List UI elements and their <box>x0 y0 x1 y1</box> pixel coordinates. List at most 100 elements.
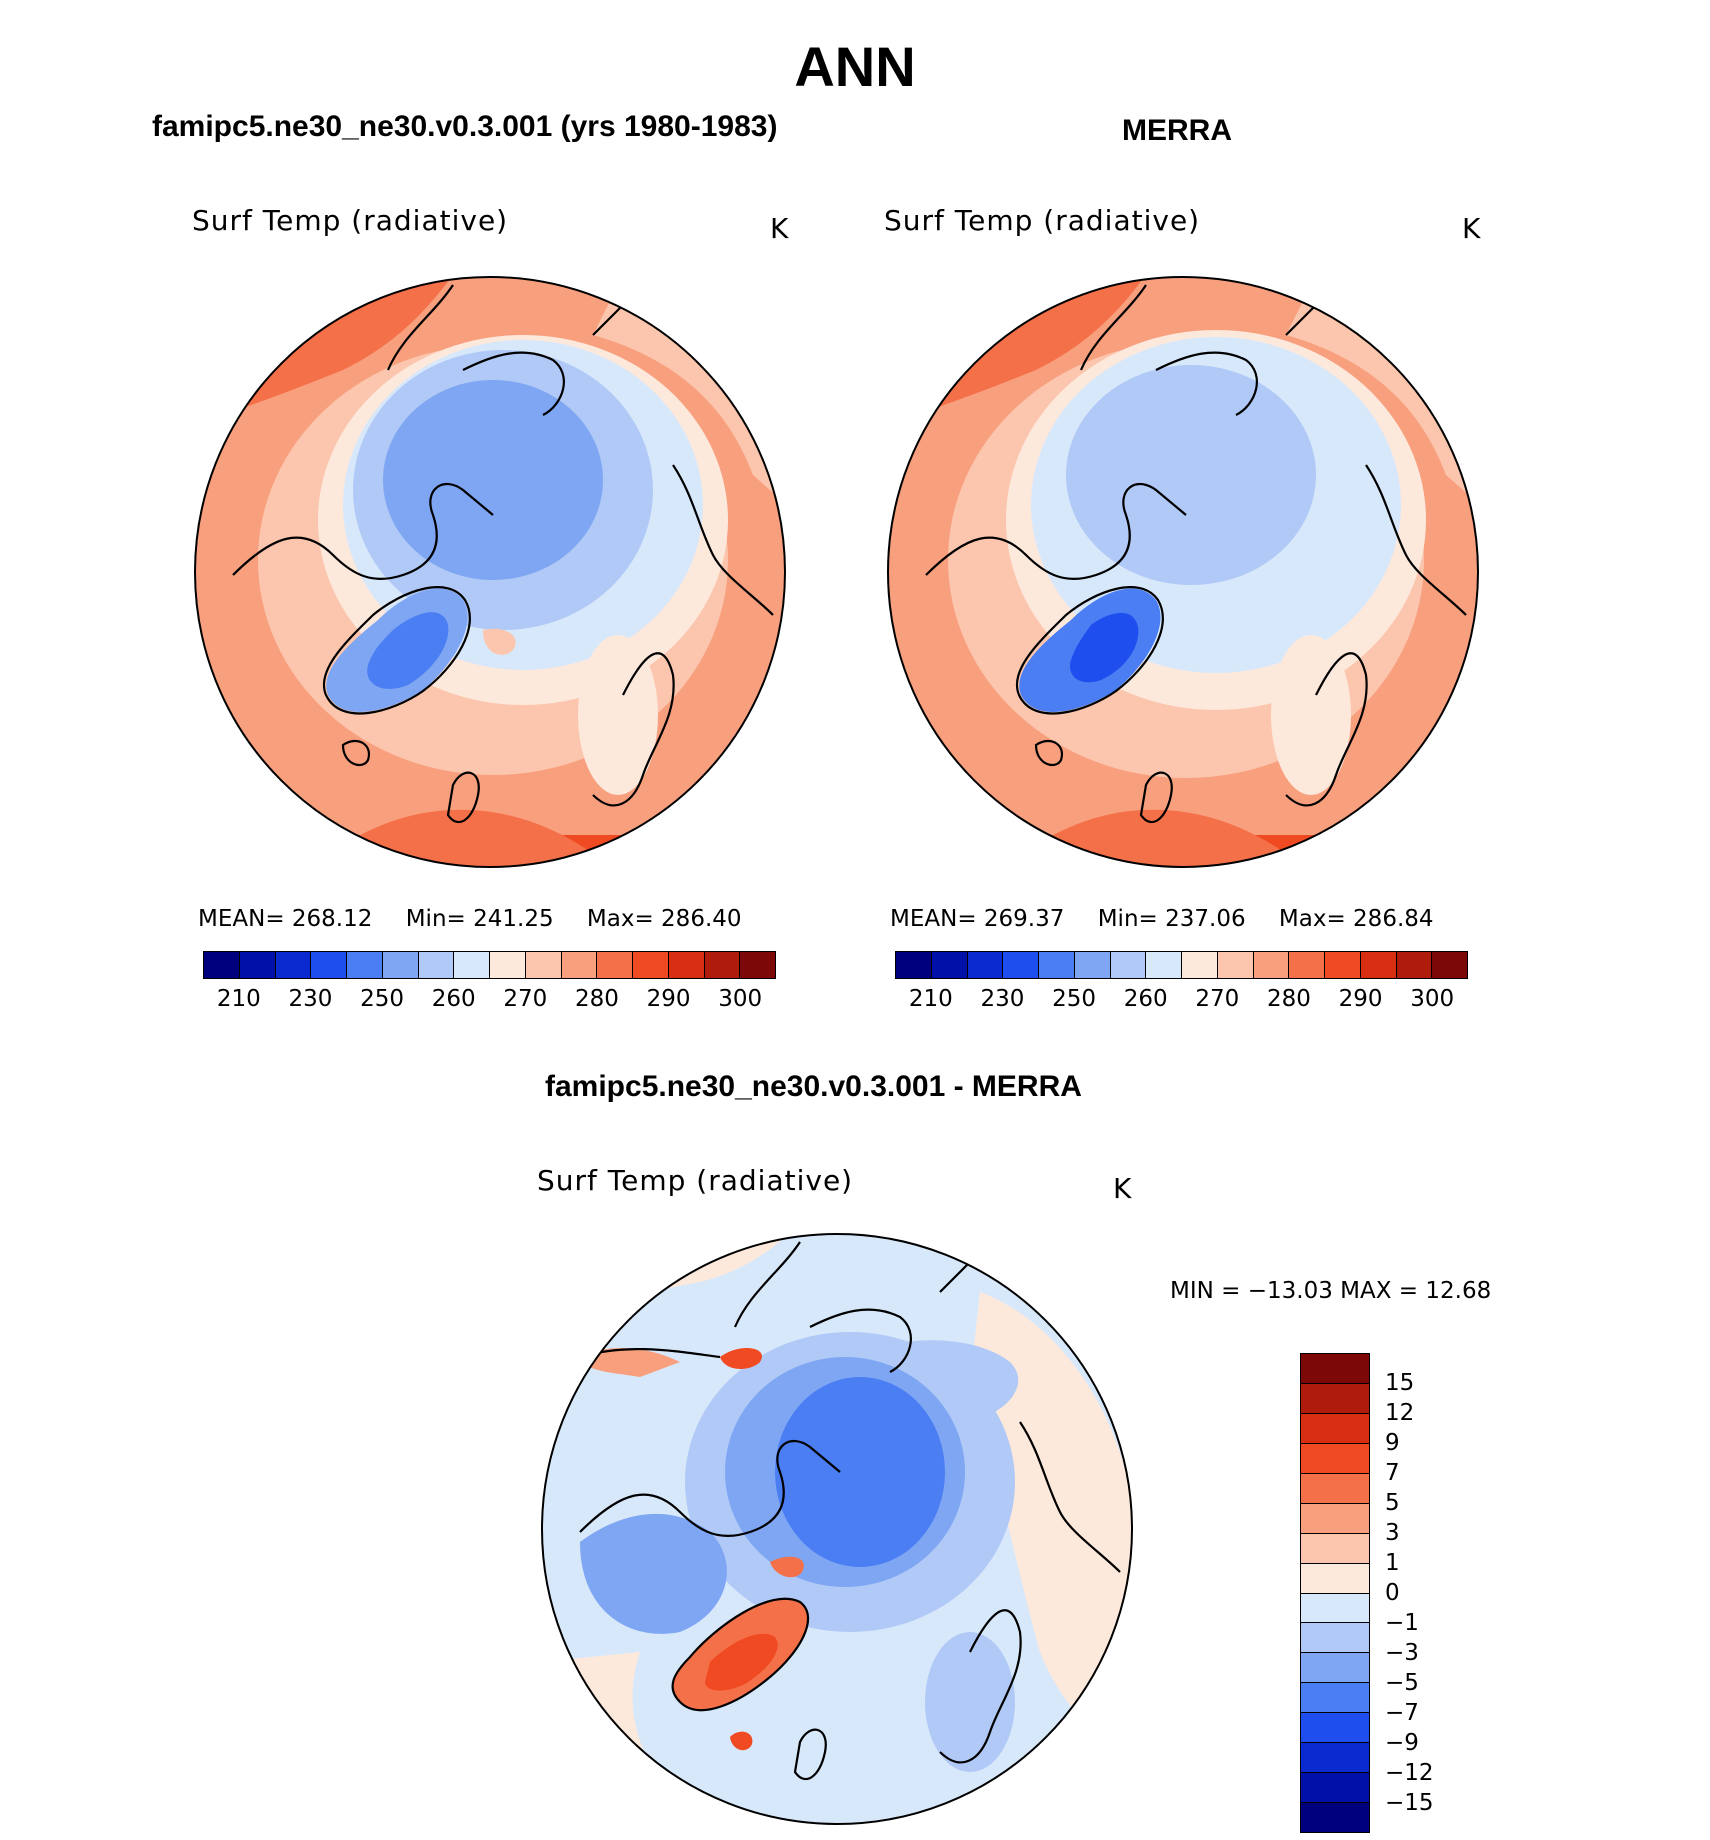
colorbar-tick-label: −5 <box>1385 1670 1419 1696</box>
colorbar-tick-label: 260 <box>1123 986 1168 1012</box>
colorbar-box <box>1003 952 1039 978</box>
colorbar-box <box>311 952 347 978</box>
colorbar-box <box>633 952 669 978</box>
diff-variable-label: Surf Temp (radiative) <box>537 1164 854 1197</box>
colorbar-tick-label: 270 <box>1195 986 1240 1012</box>
colorbar-box <box>1301 1354 1369 1384</box>
colorbar-tick-label: 0 <box>1385 1580 1400 1606</box>
colorbar-tick-label: 210 <box>908 986 953 1012</box>
colorbar-tick-label: −15 <box>1385 1790 1434 1816</box>
right-mean: MEAN= 269.37 <box>890 906 1065 932</box>
right-colorbar <box>895 951 1468 979</box>
colorbar-tick-label: 250 <box>360 986 405 1012</box>
colorbar-box <box>1146 952 1182 978</box>
left-stats: MEAN= 268.12 Min= 241.25 Max= 286.40 <box>198 906 742 932</box>
colorbar-box <box>1301 1443 1369 1474</box>
colorbar-box <box>1301 1743 1369 1774</box>
colorbar-tick-label: 300 <box>1410 986 1455 1012</box>
colorbar-tick-label: −12 <box>1385 1760 1434 1786</box>
left-panel-title: famipc5.ne30_ne30.v0.3.001 (yrs 1980-198… <box>152 110 778 143</box>
colorbar-box <box>239 952 276 978</box>
colorbar-box <box>1301 1533 1369 1564</box>
colorbar-box <box>525 952 562 978</box>
colorbar-tick-label: 260 <box>431 986 476 1012</box>
colorbar-box <box>347 952 383 978</box>
left-max: Max= 286.40 <box>586 906 742 932</box>
left-mean: MEAN= 268.12 <box>198 906 373 932</box>
colorbar-box <box>1301 1413 1369 1444</box>
right-panel-title: MERRA <box>1122 114 1232 147</box>
colorbar-tick-label: 3 <box>1385 1520 1400 1546</box>
colorbar-box <box>1325 952 1361 978</box>
colorbar-tick-label: 250 <box>1052 986 1097 1012</box>
colorbar-tick-label: 270 <box>503 986 548 1012</box>
colorbar-box <box>1396 952 1433 978</box>
colorbar-tick-label: 290 <box>646 986 691 1012</box>
colorbar-tick-label: −9 <box>1385 1730 1419 1756</box>
colorbar-box <box>1301 1623 1369 1654</box>
colorbar-box <box>704 952 741 978</box>
colorbar-box <box>1182 952 1218 978</box>
colorbar-box <box>931 952 968 978</box>
colorbar-box <box>454 952 490 978</box>
colorbar-box <box>1301 1473 1369 1504</box>
right-variable-label: Surf Temp (radiative) <box>884 204 1201 237</box>
colorbar-tick-label: 15 <box>1385 1370 1415 1396</box>
colorbar-box <box>1301 1383 1369 1414</box>
colorbar-tick-label: 290 <box>1338 986 1383 1012</box>
colorbar-box <box>1432 952 1467 978</box>
diff-units-label: K <box>1113 1172 1132 1205</box>
colorbar-box <box>1217 952 1254 978</box>
left-model-map <box>194 276 786 868</box>
colorbar-box <box>1301 1773 1369 1804</box>
colorbar-tick-label: −3 <box>1385 1640 1419 1666</box>
colorbar-box <box>418 952 455 978</box>
colorbar-box <box>382 952 419 978</box>
right-units-label: K <box>1462 212 1481 245</box>
colorbar-tick-label: −7 <box>1385 1700 1419 1726</box>
colorbar-box <box>275 952 312 978</box>
colorbar-tick-label: 230 <box>980 986 1025 1012</box>
colorbar-box <box>1301 1593 1369 1624</box>
colorbar-box <box>668 952 705 978</box>
colorbar-box <box>1301 1683 1369 1714</box>
left-units-label: K <box>770 212 789 245</box>
right-merra-map <box>887 276 1479 868</box>
colorbar-box <box>1301 1803 1369 1832</box>
colorbar-tick-label: 12 <box>1385 1400 1415 1426</box>
colorbar-tick-label: 280 <box>574 986 619 1012</box>
colorbar-box <box>597 952 633 978</box>
left-variable-label: Surf Temp (radiative) <box>192 204 509 237</box>
left-min: Min= 241.25 <box>405 906 554 932</box>
colorbar-tick-label: 210 <box>216 986 261 1012</box>
colorbar-box <box>1289 952 1325 978</box>
colorbar-tick-label: 7 <box>1385 1460 1400 1486</box>
colorbar-tick-label: 230 <box>288 986 333 1012</box>
colorbar-tick-label: 5 <box>1385 1490 1400 1516</box>
colorbar-box <box>740 952 775 978</box>
colorbar-tick-label: 280 <box>1266 986 1311 1012</box>
colorbar-box <box>1301 1653 1369 1684</box>
colorbar-box <box>1301 1563 1369 1594</box>
colorbar-tick-label: 300 <box>718 986 763 1012</box>
right-colorbar-ticks: 210 230 250 260 270 280 290 300 <box>895 986 1468 1016</box>
colorbar-box <box>967 952 1004 978</box>
diff-colorbar-ticks: 15 12 9 7 5 3 1 0 −1 −3 −5 −7 −9 −12 −15 <box>1385 1353 1465 1833</box>
right-stats: MEAN= 269.37 Min= 237.06 Max= 286.84 <box>890 906 1434 932</box>
colorbar-box <box>1301 1503 1369 1534</box>
colorbar-box <box>561 952 598 978</box>
right-min: Min= 237.06 <box>1097 906 1246 932</box>
colorbar-box <box>1253 952 1290 978</box>
colorbar-box <box>204 952 240 978</box>
diff-colorbar <box>1300 1353 1370 1833</box>
colorbar-box <box>1360 952 1397 978</box>
colorbar-box <box>490 952 526 978</box>
main-title: ANN <box>794 35 916 98</box>
right-max: Max= 286.84 <box>1278 906 1434 932</box>
left-colorbar-ticks: 210 230 250 260 270 280 290 300 <box>203 986 776 1016</box>
diff-panel-title: famipc5.ne30_ne30.v0.3.001 - MERRA <box>545 1070 1082 1103</box>
colorbar-tick-label: −1 <box>1385 1610 1419 1636</box>
colorbar-box <box>1039 952 1075 978</box>
diff-min-max: MIN = −13.03 MAX = 12.68 <box>1170 1278 1492 1304</box>
colorbar-box <box>1110 952 1147 978</box>
